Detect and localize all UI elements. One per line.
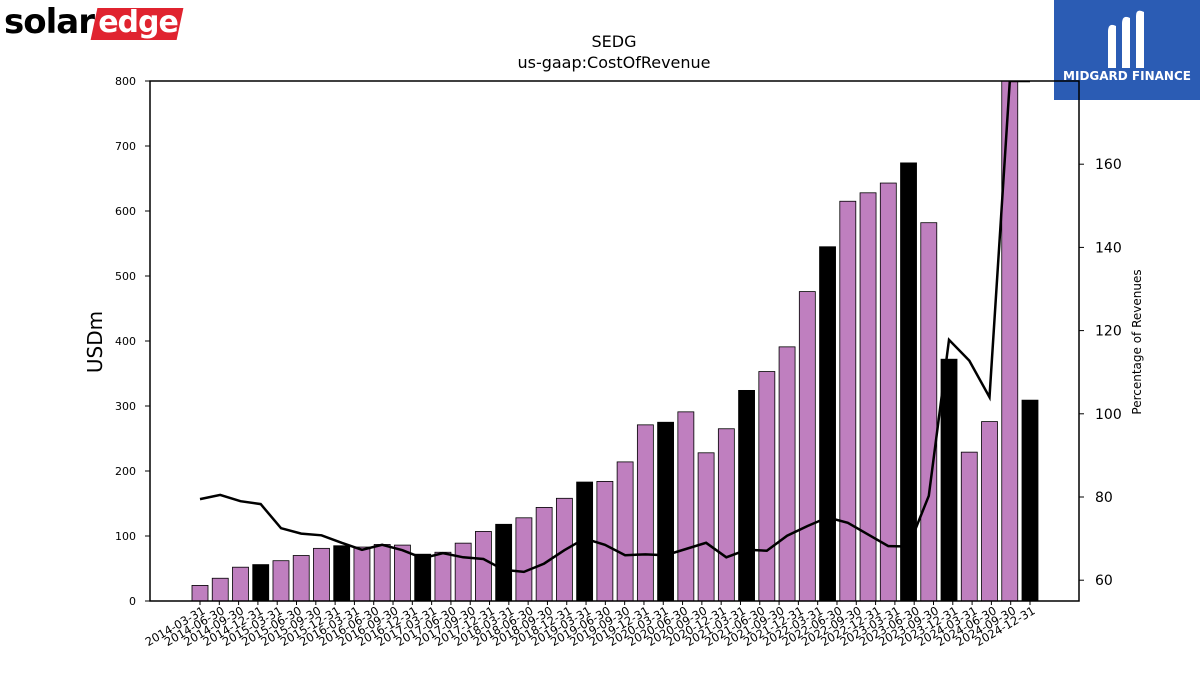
- bar-2015-06-30: [292, 555, 310, 601]
- y-tick-label-700: 700: [115, 140, 136, 153]
- bar-2020-12-31: [738, 389, 755, 601]
- bar-2019-06-30: [616, 461, 634, 601]
- bar-2023-03-31: [920, 222, 938, 601]
- bar-2021-12-31: [819, 246, 836, 601]
- y-tick-label-100: 100: [115, 530, 136, 543]
- bar-2023-06-30: [940, 358, 958, 601]
- y2-tick-label-120: 120: [1095, 324, 1122, 340]
- y2-tick-label-60: 60: [1095, 573, 1113, 589]
- bar-2019-09-30: [636, 424, 654, 601]
- bar-2014-06-30: [211, 577, 229, 601]
- midgard-mark-icon: [1108, 10, 1144, 69]
- bar-2018-03-31: [515, 517, 533, 601]
- bar-2014-03-31: [191, 585, 209, 601]
- bar-2022-12-31: [900, 162, 917, 601]
- bar-2019-12-31: [657, 421, 675, 601]
- bar-2024-06-30: [1021, 399, 1039, 601]
- y-tick-label-300: 300: [115, 400, 136, 413]
- y2-tick-label-160: 160: [1095, 157, 1122, 173]
- bar-2015-03-31: [272, 560, 290, 601]
- bar-2022-09-30: [879, 182, 897, 601]
- bar-2020-06-30: [697, 452, 715, 601]
- plot-frame: [149, 80, 1080, 602]
- bar-2014-09-30: [232, 566, 249, 601]
- bar-2024-03-31: [1001, 81, 1019, 601]
- bar-2021-03-31: [758, 371, 776, 601]
- bar-2018-06-30: [535, 506, 553, 601]
- bar-2020-03-31: [677, 411, 695, 601]
- bar-2017-09-30: [475, 531, 492, 601]
- bar-2023-12-31: [981, 421, 998, 601]
- logo-text-midgard: MIDGARD FINANCE: [1063, 69, 1191, 83]
- y-tick-label-400: 400: [115, 335, 136, 348]
- y2-tick-label-80: 80: [1095, 490, 1113, 506]
- chart-subtitle: us-gaap:CostOfRevenue: [517, 53, 711, 72]
- bar-2017-03-31: [434, 551, 452, 601]
- chart-title: SEDG: [591, 32, 637, 51]
- bar-2023-09-30: [960, 451, 978, 601]
- y2-tick-label-100: 100: [1095, 407, 1122, 423]
- bar-2016-06-30: [373, 544, 391, 601]
- bar-2017-12-31: [495, 523, 513, 601]
- y-tick-label-200: 200: [115, 465, 136, 478]
- bar-2021-09-30: [798, 291, 816, 601]
- y-tick-label-0: 0: [129, 595, 136, 608]
- y-tick-label-800: 800: [115, 75, 136, 88]
- solaredge-logo: solar edge: [4, 2, 184, 42]
- bar-2022-03-31: [839, 200, 857, 601]
- y-tick-label-600: 600: [115, 205, 136, 218]
- y2-tick-label-140: 140: [1095, 240, 1122, 256]
- bar-2022-06-30: [859, 192, 877, 601]
- bar-2016-03-31: [353, 546, 371, 601]
- bar-2020-09-30: [717, 428, 735, 601]
- bar-2015-12-31: [333, 545, 351, 601]
- y-tick-label-500: 500: [115, 270, 136, 283]
- bar-2015-09-30: [313, 547, 330, 601]
- bars-group: [191, 81, 1039, 601]
- logo-text-solar: solar: [4, 2, 95, 42]
- percentage-line: [199, 81, 1030, 574]
- bar-2014-12-31: [252, 564, 270, 601]
- bar-2019-03-31: [596, 480, 614, 601]
- bar-2017-06-30: [454, 542, 472, 601]
- bar-2016-12-31: [414, 553, 432, 601]
- bar-2021-06-30: [778, 346, 796, 601]
